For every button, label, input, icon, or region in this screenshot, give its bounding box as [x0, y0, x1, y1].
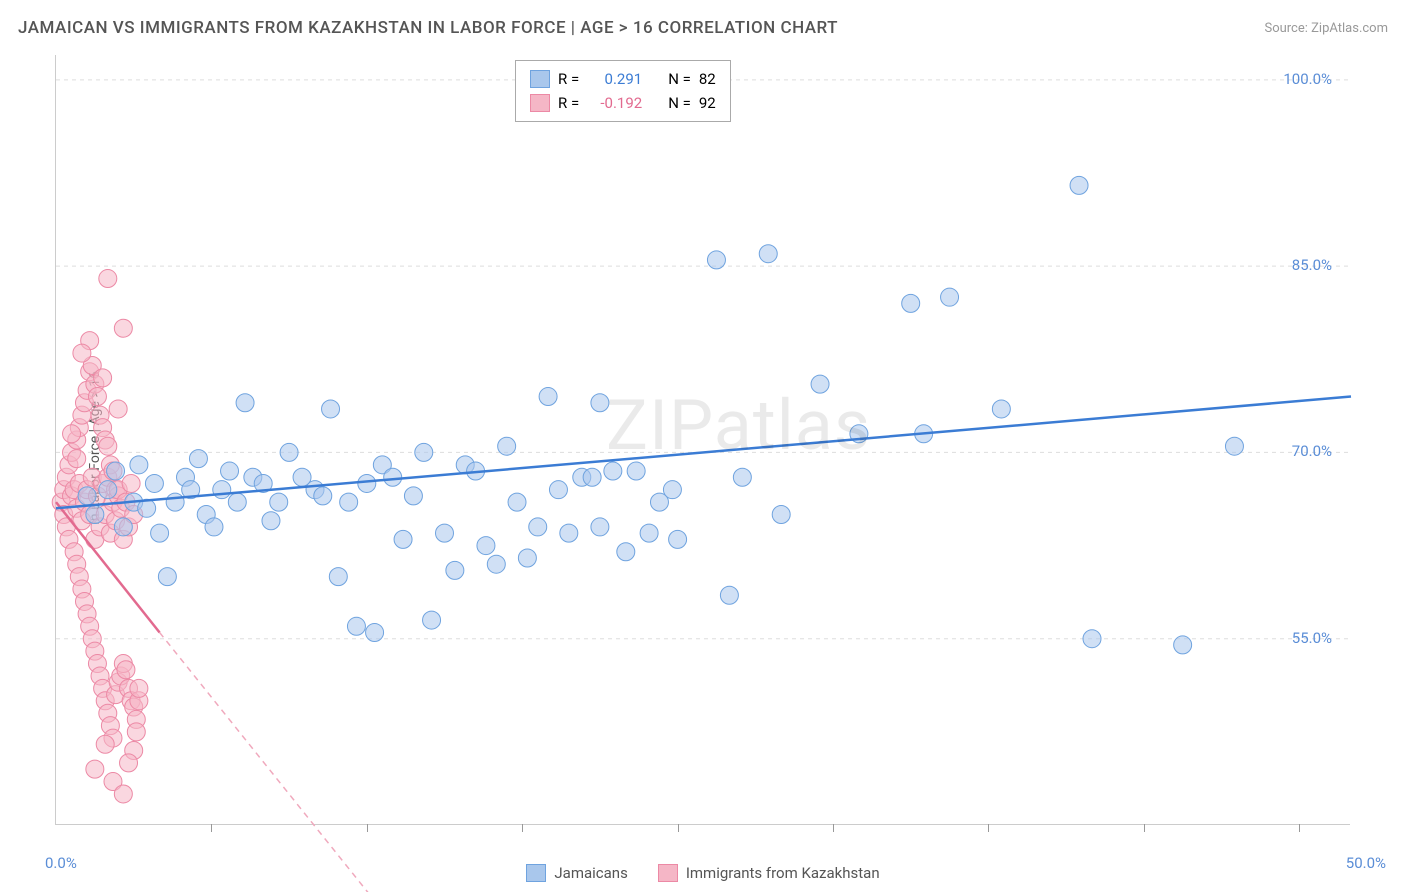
chart-title: JAMAICAN VS IMMIGRANTS FROM KAZAKHSTAN I… [18, 18, 838, 38]
n-label-2: N = [668, 91, 691, 115]
swatch-series-1 [530, 70, 550, 88]
scatter-svg [56, 55, 1351, 825]
legend-swatch-2 [658, 864, 678, 882]
legend-label-1: Jamaicans [554, 864, 627, 882]
legend-swatch-1 [526, 864, 546, 882]
r-value-2: -0.192 [587, 91, 642, 115]
x-tick [678, 824, 679, 832]
header-row: JAMAICAN VS IMMIGRANTS FROM KAZAKHSTAN I… [18, 18, 1388, 38]
source-label: Source: ZipAtlas.com [1264, 21, 1388, 36]
y-tick-label: 85.0% [1292, 256, 1332, 274]
n-label-1: N = [668, 67, 691, 91]
y-tick-label: 55.0% [1292, 629, 1332, 647]
y-tick-label: 70.0% [1292, 442, 1332, 460]
stats-row-1: R = 0.291 N = 82 [530, 67, 716, 91]
plot-area: ZIPatlas 100.0%85.0%70.0%55.0% [55, 55, 1350, 825]
x-tick [211, 824, 212, 832]
n-value-1: 82 [699, 67, 716, 91]
x-tick [367, 824, 368, 832]
legend-item-1: Jamaicans [526, 864, 627, 882]
stats-legend: R = 0.291 N = 82 R = -0.192 N = 92 [515, 60, 731, 122]
y-tick-label: 100.0% [1283, 70, 1332, 88]
r-value-1: 0.291 [587, 67, 642, 91]
x-tick [833, 824, 834, 832]
series-legend: Jamaicans Immigrants from Kazakhstan [0, 864, 1406, 882]
x-tick [1144, 824, 1145, 832]
n-value-2: 92 [699, 91, 716, 115]
swatch-series-2 [530, 94, 550, 112]
legend-item-2: Immigrants from Kazakhstan [658, 864, 880, 882]
x-tick [522, 824, 523, 832]
legend-label-2: Immigrants from Kazakhstan [686, 864, 880, 882]
chart-container: JAMAICAN VS IMMIGRANTS FROM KAZAKHSTAN I… [0, 0, 1406, 892]
r-label-2: R = [558, 91, 579, 115]
x-tick [1299, 824, 1300, 832]
x-tick [988, 824, 989, 832]
stats-row-2: R = -0.192 N = 92 [530, 91, 716, 115]
r-label-1: R = [558, 67, 579, 91]
